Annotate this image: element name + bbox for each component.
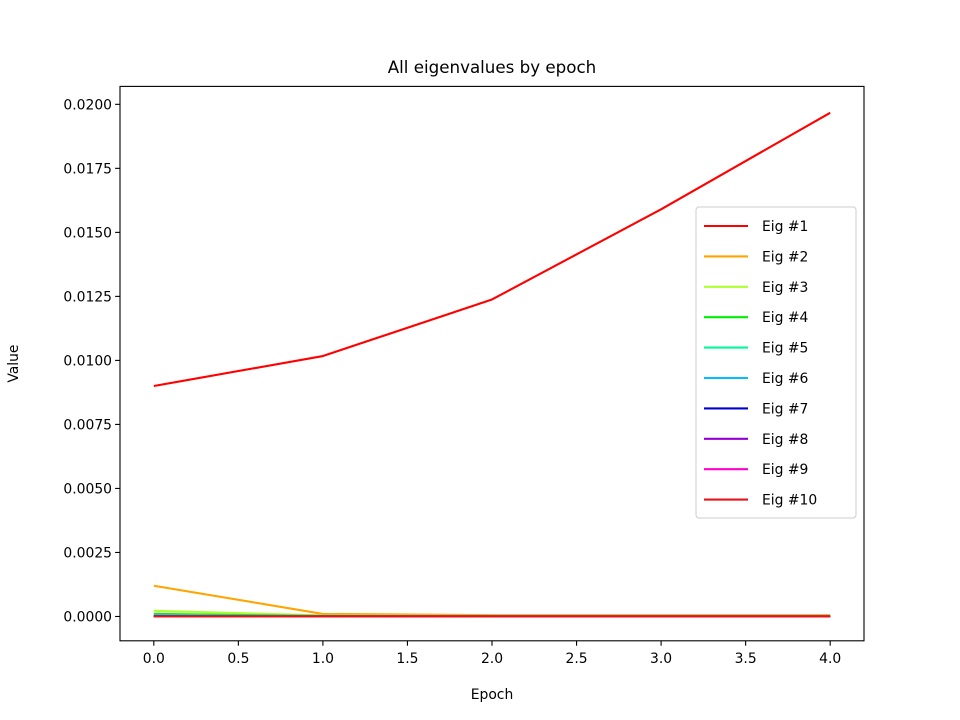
legend-label-6: Eig #6 <box>762 371 808 387</box>
chart-title: All eigenvalues by epoch <box>388 57 597 77</box>
plot-lines <box>153 111 831 618</box>
legend-label-2: Eig #2 <box>762 249 808 265</box>
y-tick-label: 0.0025 <box>63 545 112 561</box>
legend-label-5: Eig #5 <box>762 341 808 357</box>
series-line-1 <box>153 111 831 388</box>
y-axis-ticks: 0.0000 0.0025 0.0050 0.0075 0.0100 0.0125 0.01… <box>63 97 120 625</box>
y-tick-label: 0.0150 <box>63 225 112 241</box>
y-axis-label: Value <box>6 345 22 383</box>
legend-label-3: Eig #3 <box>762 280 808 296</box>
legend-frame <box>695 206 857 519</box>
x-axis-label: Epoch <box>471 687 514 703</box>
x-tick-label: 3.0 <box>650 651 672 667</box>
y-tick-label: 0.0200 <box>63 97 112 113</box>
legend-label-4: Eig #4 <box>762 310 809 326</box>
y-tick-label: 0.0125 <box>63 289 112 305</box>
x-tick-label: 3.5 <box>735 651 757 667</box>
legend-label-7: Eig #7 <box>762 401 808 417</box>
x-tick-label: 0.5 <box>227 651 249 667</box>
legend-label-8: Eig #8 <box>762 432 808 448</box>
x-tick-label: 2.0 <box>481 651 503 667</box>
series-line-2 <box>153 584 831 617</box>
x-tick-label: 1.0 <box>312 651 334 667</box>
legend: Eig #1 Eig #2 Eig #3 Eig #4 Eig #5 Eig #6 Eig … <box>695 206 857 519</box>
y-tick-label: 0.0050 <box>63 481 112 497</box>
y-tick-label: 0.0000 <box>63 609 112 625</box>
x-tick-label: 0.0 <box>143 651 165 667</box>
y-tick-label: 0.0100 <box>63 353 112 369</box>
legend-label-10: Eig #10 <box>762 493 817 509</box>
x-axis-ticks: 0.0 0.5 1.0 1.5 2.0 2.5 3.0 3.5 4.0 <box>143 640 841 667</box>
x-tick-label: 4.0 <box>819 651 841 667</box>
x-tick-label: 1.5 <box>396 651 418 667</box>
x-tick-label: 2.5 <box>565 651 587 667</box>
y-tick-label: 0.0175 <box>63 161 112 177</box>
legend-items: Eig #1 Eig #2 Eig #3 Eig #4 Eig #5 Eig #6 Eig … <box>704 219 817 509</box>
legend-label-9: Eig #9 <box>762 462 808 478</box>
legend-label-1: Eig #1 <box>762 219 808 235</box>
y-tick-label: 0.0075 <box>63 417 112 433</box>
